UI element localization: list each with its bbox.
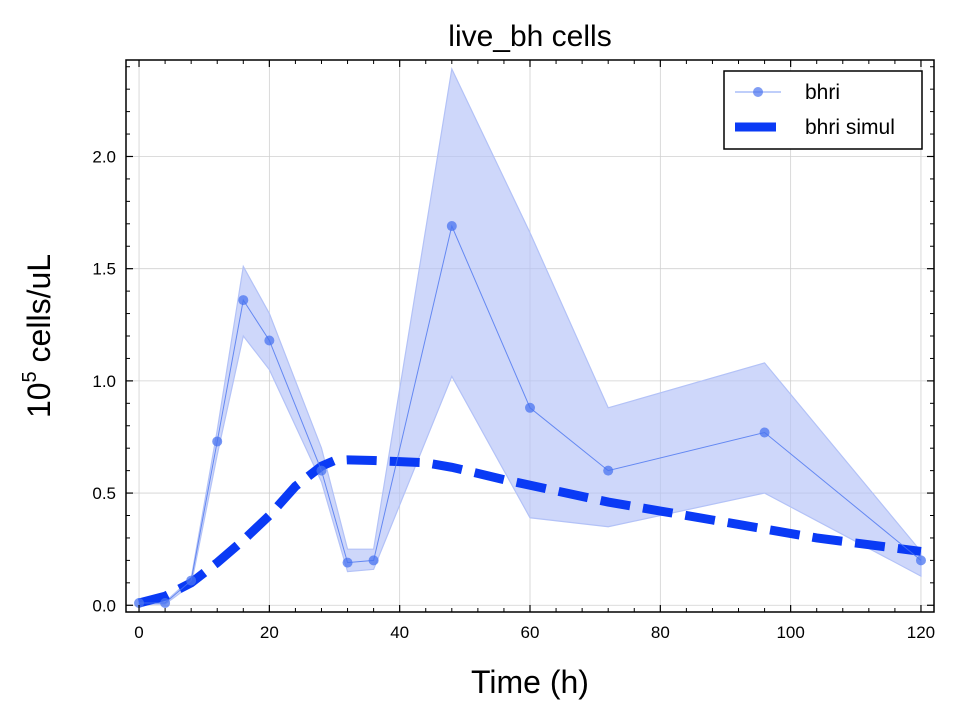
bhri-point <box>603 465 614 476</box>
y-axis-label: 105 cells/uL <box>19 254 57 418</box>
x-axis-label: Time (h) <box>471 664 589 700</box>
bhri-point <box>212 436 223 447</box>
bhri-point <box>316 465 327 476</box>
bhri-confidence-band <box>138 66 922 605</box>
y-axis-label-exponent: 5 <box>19 371 41 382</box>
bhri-simul-line <box>137 455 922 608</box>
confidence-band-layer <box>138 66 922 605</box>
y-axis-label-unit: cells/uL <box>21 254 57 371</box>
legend-bhri-marker <box>753 87 763 97</box>
series-layer <box>134 221 926 609</box>
bhri-point <box>446 221 457 232</box>
legend-bhri-simul-label: bhri simul <box>805 116 895 139</box>
bhri-point <box>368 555 379 566</box>
x-tick-label: 120 <box>907 623 935 642</box>
y-tick-label: 0.0 <box>92 596 116 615</box>
chart-title: live_bh cells <box>448 20 611 53</box>
y-tick-label: 2.0 <box>92 147 116 166</box>
bhri-point <box>134 598 145 609</box>
x-tick-label: 60 <box>521 623 540 642</box>
x-tick-label: 100 <box>776 623 804 642</box>
x-tick-label: 40 <box>390 623 409 642</box>
x-tick-label: 80 <box>651 623 670 642</box>
bhri-point <box>160 598 171 609</box>
bhri-point <box>759 427 770 438</box>
bhri-line <box>139 224 922 604</box>
bhri-point <box>264 335 275 346</box>
bhri-point <box>238 295 249 306</box>
legend-bhri-label: bhri <box>805 81 840 104</box>
y-tick-label: 0.5 <box>92 484 116 503</box>
y-tick-label: 1.5 <box>92 260 116 279</box>
x-tick-label: 0 <box>134 623 143 642</box>
legend-box <box>723 70 923 150</box>
bhri-point <box>186 575 197 586</box>
plot-frame <box>125 59 935 613</box>
y-axis-label-base: 10 <box>21 382 57 418</box>
bhri-point <box>915 555 926 566</box>
bhri-point <box>342 557 353 568</box>
x-tick-label: 20 <box>260 623 279 642</box>
y-tick-label: 1.0 <box>92 372 116 391</box>
bhri-point <box>525 402 535 413</box>
legend: bhri bhri simul <box>723 70 923 150</box>
